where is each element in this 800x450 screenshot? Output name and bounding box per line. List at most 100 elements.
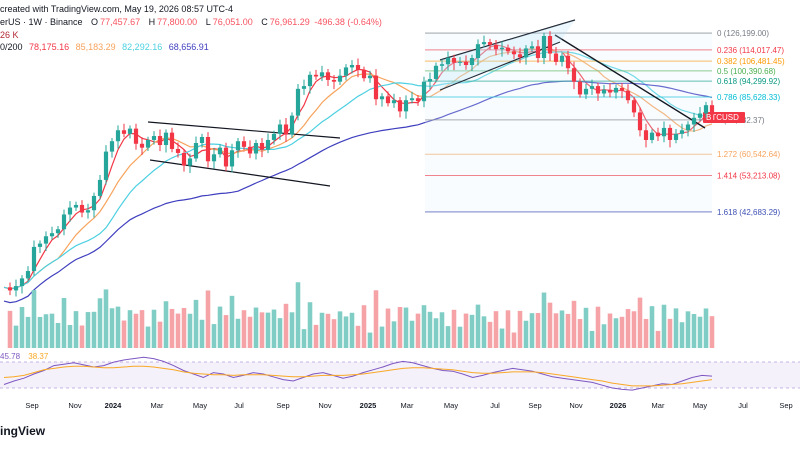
- volume-bar: [79, 325, 85, 348]
- candle-body: [307, 74, 313, 87]
- volume-bar: [91, 311, 97, 348]
- volume-bar: [271, 309, 277, 348]
- candle-body: [43, 236, 49, 244]
- volume-bar: [409, 320, 415, 348]
- x-tick-label: Jul: [738, 401, 748, 410]
- candle-body: [343, 67, 349, 76]
- low-value: 76,051.00: [212, 17, 253, 27]
- x-tick-label: Mar: [401, 401, 414, 410]
- candle-body: [253, 142, 259, 154]
- fib-label: 0.5 (100,390.68): [717, 67, 776, 76]
- ma-value-3: 82,292.16: [122, 42, 163, 52]
- x-tick-label: 2025: [360, 401, 377, 410]
- candle-body: [247, 146, 253, 154]
- volume-bar: [97, 298, 103, 348]
- ma-value-2: 85,183.29: [75, 42, 116, 52]
- volume-bar: [157, 321, 163, 348]
- candle-body: [235, 141, 241, 151]
- candle-body: [529, 46, 535, 49]
- volume-bar: [187, 313, 193, 348]
- volume-bar: [589, 330, 595, 348]
- open-value: 77,457.67: [100, 17, 141, 27]
- candle-body: [181, 152, 187, 166]
- x-tick-label: Jul: [234, 401, 244, 410]
- ma-label: 0/200: [0, 42, 23, 52]
- volume-bar: [577, 319, 583, 348]
- volume-bar: [349, 312, 355, 348]
- volume-bar: [283, 303, 289, 348]
- volume-bar: [211, 324, 217, 348]
- candle-body: [607, 89, 613, 93]
- volume-bar: [655, 330, 661, 348]
- candle-body: [649, 132, 655, 140]
- volume-bar: [613, 318, 619, 348]
- candles: [7, 31, 715, 297]
- candle-body: [79, 204, 85, 213]
- volume-bar: [127, 310, 133, 348]
- volume-bar: [169, 308, 175, 348]
- candle-body: [217, 147, 223, 155]
- candle-body: [553, 53, 559, 62]
- candle-body: [319, 72, 325, 77]
- candle-body: [199, 136, 205, 143]
- fib-label: 1.414 (53,213.08): [717, 171, 780, 180]
- candle-body: [487, 42, 493, 45]
- candle-body: [391, 100, 397, 104]
- candle-body: [463, 61, 469, 66]
- candle-body: [367, 75, 373, 79]
- moving-average-line: [3, 80, 713, 304]
- volume-bar: [37, 316, 43, 348]
- volume-bar: [217, 306, 223, 348]
- candle-body: [481, 42, 487, 45]
- volume-bar: [331, 319, 337, 348]
- candle-body: [121, 130, 127, 134]
- candle-body: [355, 65, 361, 70]
- volume-bar: [421, 305, 427, 348]
- candle-body: [145, 139, 151, 148]
- x-tick-label: Sep: [528, 401, 541, 410]
- volume-bar: [667, 318, 673, 348]
- candle-body: [499, 47, 505, 50]
- candle-body: [25, 271, 31, 279]
- volume-bar: [235, 318, 241, 348]
- candle-body: [13, 286, 19, 291]
- candle-body: [565, 55, 571, 69]
- candle-body: [301, 86, 307, 89]
- candle-body: [349, 65, 355, 68]
- volume-bar: [385, 308, 391, 348]
- candle-body: [637, 112, 643, 131]
- volume-bar: [481, 316, 487, 348]
- volume-bar: [103, 289, 109, 348]
- volume-bar: [535, 313, 541, 348]
- candle-body: [439, 64, 445, 66]
- volume-bar: [13, 325, 19, 348]
- candle-body: [151, 136, 157, 140]
- candle-body: [493, 44, 499, 50]
- candle-body: [505, 47, 511, 52]
- trendline: [149, 159, 331, 187]
- volume-bar: [583, 307, 589, 348]
- volume-bar: [595, 306, 601, 348]
- candle-body: [157, 136, 163, 146]
- volume-bar: [487, 321, 493, 348]
- rsi-pane: [0, 356, 800, 391]
- candle-body: [211, 154, 217, 162]
- volume-bar: [121, 320, 127, 348]
- volume-bar: [547, 302, 553, 348]
- x-tick-label: Nov: [318, 401, 332, 410]
- volume-bar: [541, 292, 547, 348]
- volume-bar: [259, 312, 265, 348]
- title-text: created with TradingView.com, May 19, 20…: [0, 4, 233, 14]
- fib-label: 1.272 (60,542.64): [717, 150, 780, 159]
- x-tick-label: Sep: [25, 401, 38, 410]
- candle-body: [295, 88, 301, 116]
- candle-body: [517, 54, 523, 58]
- volume-bar: [499, 328, 505, 348]
- candle-body: [541, 36, 547, 59]
- volume-bar: [181, 307, 187, 348]
- candle-body: [163, 132, 169, 146]
- fib-label: 0.786 (85,628.33): [717, 93, 780, 102]
- candle-body: [589, 86, 595, 89]
- volume-bar: [445, 326, 451, 348]
